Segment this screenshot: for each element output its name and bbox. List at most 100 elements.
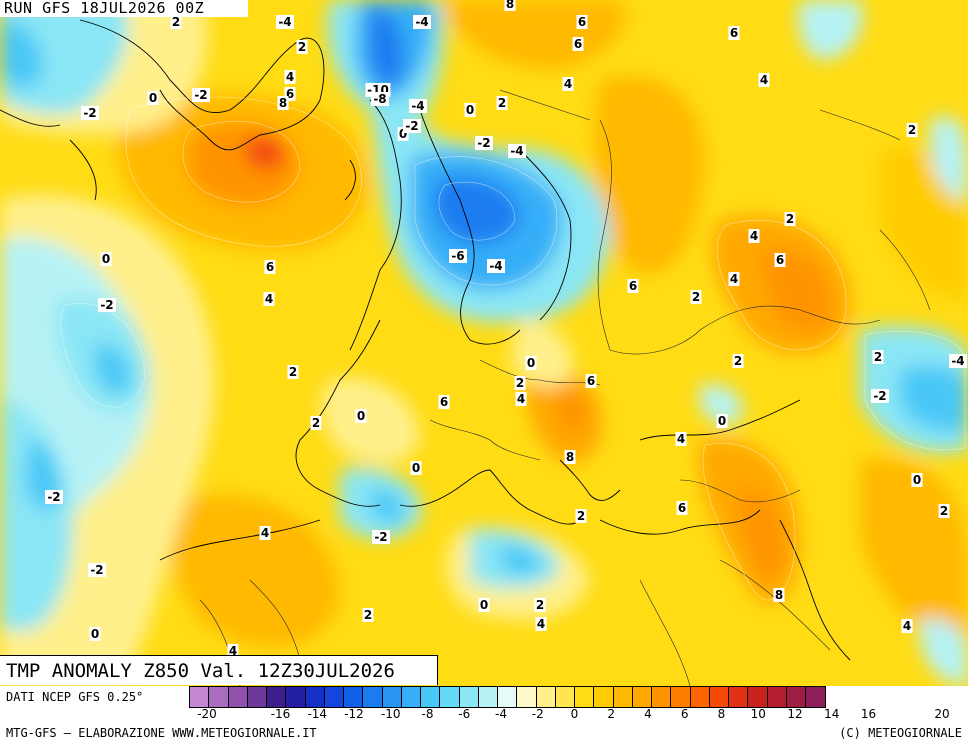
contour-label-bg bbox=[675, 432, 687, 446]
contour-label-bg bbox=[901, 619, 913, 633]
contour-label-text: -2 bbox=[374, 530, 387, 544]
contour-label-text: 4 bbox=[677, 432, 685, 446]
colorbar-swatch bbox=[632, 687, 652, 707]
colorbar-tick-label: -14 bbox=[307, 707, 328, 721]
contour-label-bg bbox=[732, 354, 744, 368]
contour-label-text: 8 bbox=[279, 96, 287, 110]
contour-label-bg bbox=[475, 136, 493, 150]
contour-label: 4 bbox=[748, 229, 760, 243]
contour-label-bg bbox=[784, 212, 796, 226]
contour-label-text: 6 bbox=[587, 374, 595, 388]
contour-label-text: 6 bbox=[776, 253, 784, 267]
colorbar-tick-label: -4 bbox=[495, 707, 507, 721]
contour-label-text: -2 bbox=[90, 563, 103, 577]
colorbar-swatch bbox=[382, 687, 402, 707]
contour-label-text: 4 bbox=[537, 617, 545, 631]
colorbar-tick-label: 12 bbox=[787, 707, 803, 721]
run-label: RUN GFS 18JUL2026 00Z bbox=[0, 0, 249, 17]
contour-label-bg bbox=[535, 617, 547, 631]
colorbar-swatch bbox=[498, 687, 518, 707]
contour-label-text: 0 bbox=[102, 252, 110, 266]
colorbar-tick-label: 20 bbox=[934, 707, 950, 721]
contour-label-bg bbox=[397, 127, 409, 141]
contour-label: 2 bbox=[732, 354, 744, 368]
contour-label-bg bbox=[227, 644, 239, 658]
contour-label-bg bbox=[45, 490, 63, 504]
contour-label-text: 2 bbox=[786, 212, 794, 226]
contour-label: 6 bbox=[264, 260, 276, 274]
contour-label-bg bbox=[572, 37, 584, 51]
colorbar-swatch bbox=[305, 687, 325, 707]
contour-label: 6 bbox=[585, 374, 597, 388]
contour-label-text: -8 bbox=[373, 92, 386, 106]
contour-label-text: 2 bbox=[312, 416, 320, 430]
contour-label: 0 bbox=[911, 473, 923, 487]
contour-label-bg bbox=[911, 473, 923, 487]
contour-label: 0 bbox=[525, 356, 537, 370]
contour-label: 4 bbox=[227, 644, 239, 658]
contour-label: 4 bbox=[259, 526, 271, 540]
contour-label-text: -4 bbox=[489, 259, 502, 273]
contour-label-bg bbox=[371, 92, 389, 106]
contour-label-bg bbox=[938, 504, 950, 518]
colorbar-swatch bbox=[324, 687, 344, 707]
contour-label: 0 bbox=[89, 627, 101, 641]
colorbar-swatch bbox=[748, 687, 768, 707]
contour-label-bg bbox=[872, 350, 884, 364]
colorbar-swatch bbox=[267, 687, 287, 707]
colorbar-swatch bbox=[786, 687, 806, 707]
contour-label-bg bbox=[170, 15, 182, 29]
contour-label-text: 2 bbox=[874, 350, 882, 364]
contour-label-text: 6 bbox=[266, 260, 274, 274]
colorbar-tick-label: -16 bbox=[270, 707, 291, 721]
contour-label-text: 0 bbox=[399, 127, 407, 141]
contour-label: 6 bbox=[728, 26, 740, 40]
contour-label: 4 bbox=[675, 432, 687, 446]
colorbar-tick-label: -10 bbox=[380, 707, 401, 721]
contour-label-text: 4 bbox=[286, 70, 294, 84]
contour-label-bg bbox=[515, 392, 527, 406]
contour-label-bg bbox=[576, 15, 588, 29]
contour-label-text: 8 bbox=[775, 588, 783, 602]
contour-label-bg bbox=[276, 15, 294, 29]
colorbar-tick-label: -20 bbox=[197, 707, 217, 721]
contour-label: 0 bbox=[355, 409, 367, 423]
contour-label: 6 bbox=[572, 37, 584, 51]
contour-label-bg bbox=[81, 106, 99, 120]
colorbar-tick-label: 14 bbox=[824, 707, 840, 721]
contour-label: 0 bbox=[478, 598, 490, 612]
contour-label-bg bbox=[98, 298, 116, 312]
contour-label-bg bbox=[508, 144, 526, 158]
contour-label: 6 bbox=[676, 501, 688, 515]
contour-label: -4 bbox=[413, 15, 431, 29]
colorbar-swatch bbox=[401, 687, 421, 707]
contour-label-bg bbox=[487, 259, 505, 273]
contour-label-text: 6 bbox=[678, 501, 686, 515]
colorbar-tick-label: 16 bbox=[860, 707, 877, 721]
contour-label: -2 bbox=[871, 389, 889, 403]
colorbar-tick-label: -8 bbox=[421, 707, 434, 721]
contour-label: 4 bbox=[562, 77, 574, 91]
contour-label-bg bbox=[871, 389, 889, 403]
contour-label: 6 bbox=[576, 15, 588, 29]
contour-label: -2 bbox=[475, 136, 493, 150]
contour-label-bg bbox=[728, 26, 740, 40]
contour-label: -6 bbox=[449, 249, 467, 263]
colorbar-swatch bbox=[652, 687, 672, 707]
contour-label: 2 bbox=[690, 290, 702, 304]
data-source-label: DATI NCEP GFS 0.25° bbox=[6, 690, 144, 704]
contour-label: -2 bbox=[81, 106, 99, 120]
contour-label: 0 bbox=[716, 414, 728, 428]
contour-label: 4 bbox=[901, 619, 913, 633]
contour-label: -4 bbox=[508, 144, 526, 158]
contour-label-text: 0 bbox=[480, 598, 488, 612]
contour-label-text: -4 bbox=[510, 144, 523, 158]
colorbar-tick-label: -2 bbox=[531, 707, 544, 721]
contour-label: -2 bbox=[403, 119, 421, 133]
colorbar-swatch bbox=[594, 687, 614, 707]
contour-label-bg bbox=[575, 509, 587, 523]
contour-label-bg bbox=[438, 395, 450, 409]
contour-label-bg bbox=[534, 598, 546, 612]
map-title: TMP ANOMALY Z850 Val. 12Z30JUL2026 bbox=[0, 655, 438, 685]
